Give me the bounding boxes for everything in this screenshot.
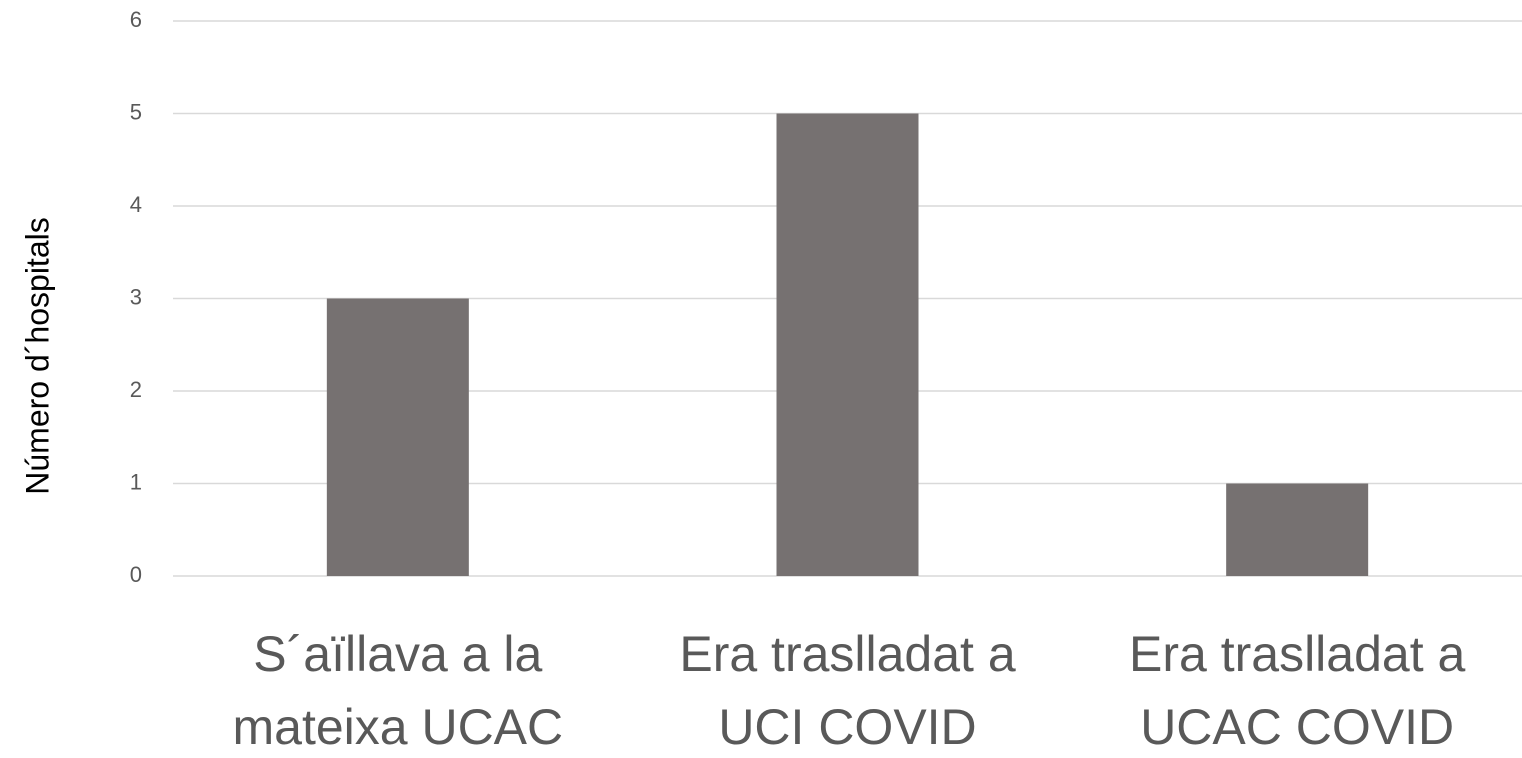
- y-tick-label: 4: [130, 192, 142, 217]
- bar: [776, 113, 919, 576]
- y-tick-label: 1: [130, 469, 142, 494]
- x-tick-label: Era traslladat a: [1129, 626, 1465, 682]
- y-tick-label: 0: [130, 562, 142, 587]
- x-tick-label: mateixa UCAC: [233, 699, 564, 753]
- x-tick-label: S´aïllava a la: [253, 626, 542, 682]
- y-tick-label: 6: [130, 7, 142, 32]
- x-tick-label: UCAC COVID: [1140, 699, 1454, 753]
- x-tick-label: UCI COVID: [718, 699, 976, 753]
- y-tick-label: 2: [130, 377, 142, 402]
- y-tick-label: 3: [130, 284, 142, 309]
- y-axis-label: Número d´hospitals: [19, 217, 55, 494]
- bar: [326, 298, 469, 576]
- bar: [1226, 483, 1369, 576]
- x-tick-label: Era traslladat a: [679, 626, 1015, 682]
- y-tick-label: 5: [130, 99, 142, 124]
